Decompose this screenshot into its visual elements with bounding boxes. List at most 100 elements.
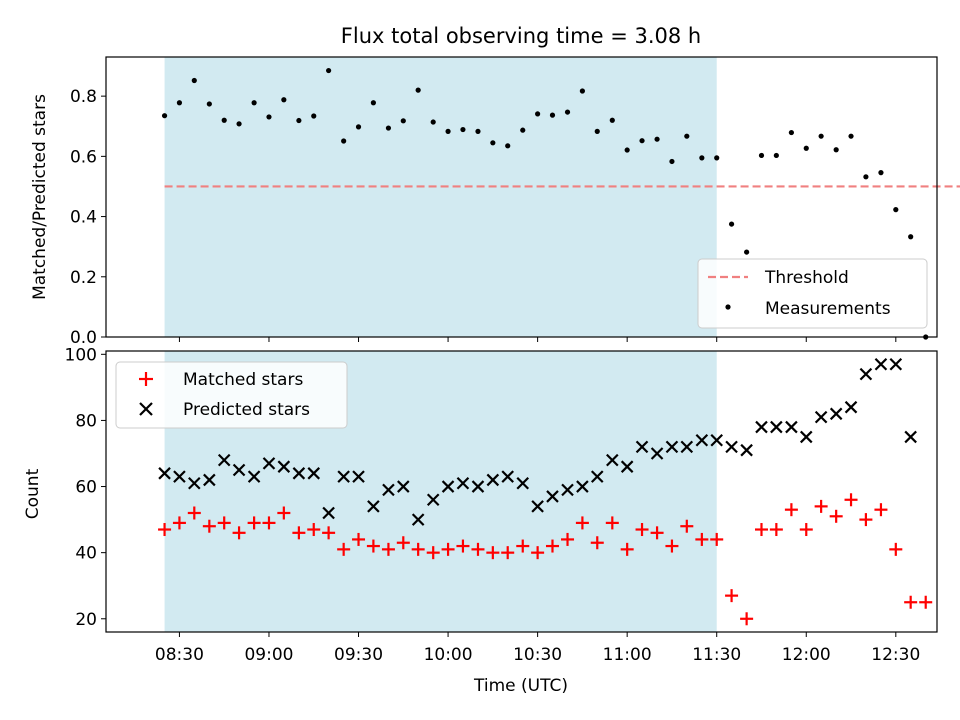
measurement-point (161, 113, 168, 119)
predicted-star-point (725, 440, 738, 454)
matched-star-point (381, 542, 395, 556)
matched-star-point (396, 536, 410, 550)
measurement-point (460, 126, 466, 133)
predicted-star-point (546, 490, 559, 503)
predicted-star-point (620, 460, 634, 473)
matched-star-point (337, 542, 351, 556)
matched-star-point (740, 612, 754, 626)
bottom-legend: Matched stars Predicted stars (115, 361, 348, 429)
top-y-tick-label: 0.0 (70, 328, 97, 348)
measurement-point (878, 170, 884, 176)
measurement-point (893, 207, 899, 213)
measurement-point (251, 100, 257, 106)
legend-measurements-swatch (725, 304, 731, 310)
measurement-point (221, 117, 227, 123)
bottom-x-tick-label: 10:30 (513, 645, 562, 665)
matched-star-point (545, 539, 559, 553)
top-panel: 0.00.20.40.60.8 Matched/Predicted stars … (30, 56, 960, 348)
matched-star-point (516, 539, 530, 553)
matched-star-point (501, 546, 515, 560)
measurement-point (490, 140, 496, 146)
matched-star-point (471, 542, 485, 556)
bottom-x-tick-label: 08:30 (155, 645, 204, 665)
matched-star-point (904, 595, 918, 609)
top-x-ticks (178, 337, 897, 342)
matched-star-point (590, 536, 604, 550)
bottom-x-tick-label: 12:00 (782, 645, 831, 665)
predicted-star-point (173, 470, 186, 483)
bottom-y-tick-label: 20 (75, 610, 97, 630)
matched-star-point (531, 546, 545, 560)
measurement-point (370, 100, 376, 106)
bottom-y-tick-label: 40 (75, 544, 97, 564)
measurement-point (281, 97, 287, 103)
matched-star-point (352, 532, 366, 546)
measurement-point (400, 118, 406, 124)
measurement-point (728, 221, 735, 227)
bottom-y-tick-label: 60 (75, 478, 97, 498)
predicted-star-point (322, 506, 335, 520)
predicted-star-point (844, 400, 858, 414)
measurement-point (430, 119, 436, 125)
predicted-star-point (770, 420, 783, 434)
predicted-star-point (456, 476, 470, 490)
predicted-star-point (441, 480, 455, 493)
measurement-point (579, 88, 585, 94)
matched-star-point (889, 542, 903, 556)
predicted-star-point (799, 430, 813, 444)
measurement-point (564, 109, 571, 115)
measurement-point (669, 158, 675, 165)
legend-measurements-label: Measurements (765, 299, 891, 319)
matched-star-point (859, 513, 873, 527)
measurement-point (773, 152, 779, 159)
predicted-star-point (516, 476, 530, 490)
predicted-star-point (501, 470, 514, 483)
predicted-star-point (262, 457, 276, 470)
chart-title: Flux total observing time = 3.08 h (341, 24, 701, 48)
measurement-point (818, 133, 824, 139)
measurement-point (609, 117, 615, 123)
top-y-axis-label: Matched/Predicted stars (30, 94, 50, 300)
matched-star-point (322, 526, 336, 540)
matched-star-point (277, 506, 291, 520)
matched-star-point (262, 516, 276, 530)
matched-star-point (441, 542, 455, 556)
measurement-point (520, 127, 526, 133)
matched-star-point (695, 532, 709, 546)
bottom-y-ticks: 20 40 60 80 100 (65, 345, 106, 630)
bottom-panel: 20 40 60 80 100 08:30 09:00 09:30 10:00 10:30 11:… (23, 345, 938, 696)
matched-star-point (754, 523, 768, 537)
matched-star-points (158, 493, 933, 626)
matched-star-point (247, 516, 261, 530)
predicted-star-point (277, 460, 291, 473)
measurement-point (505, 143, 511, 149)
measurement-point (624, 147, 630, 153)
measurement-point (699, 155, 705, 161)
predicted-star-point (635, 440, 649, 454)
predicted-star-point (203, 473, 216, 487)
bottom-x-tick-label: 09:30 (334, 645, 383, 665)
matched-star-point (635, 523, 649, 537)
predicted-star-point (337, 470, 350, 483)
predicted-star-point (606, 453, 619, 467)
predicted-star-point (650, 447, 664, 460)
matched-star-point (844, 493, 858, 507)
predicted-star-point (217, 453, 231, 467)
matched-star-point (575, 516, 589, 530)
matched-star-point (172, 516, 186, 530)
measurement-point (788, 129, 794, 136)
matched-star-point (561, 532, 575, 546)
measurement-point (355, 124, 362, 130)
measurement-points (161, 67, 929, 340)
predicted-star-point (188, 476, 201, 490)
measurement-point (848, 133, 854, 139)
predicted-star-point (531, 500, 544, 513)
matched-star-point (187, 506, 201, 520)
predicted-star-point (247, 470, 261, 483)
predicted-star-point (740, 443, 753, 457)
top-y-tick-label: 0.8 (70, 87, 97, 107)
measurement-point (311, 113, 317, 119)
matched-star-point (710, 532, 724, 546)
matched-star-point (680, 519, 694, 533)
